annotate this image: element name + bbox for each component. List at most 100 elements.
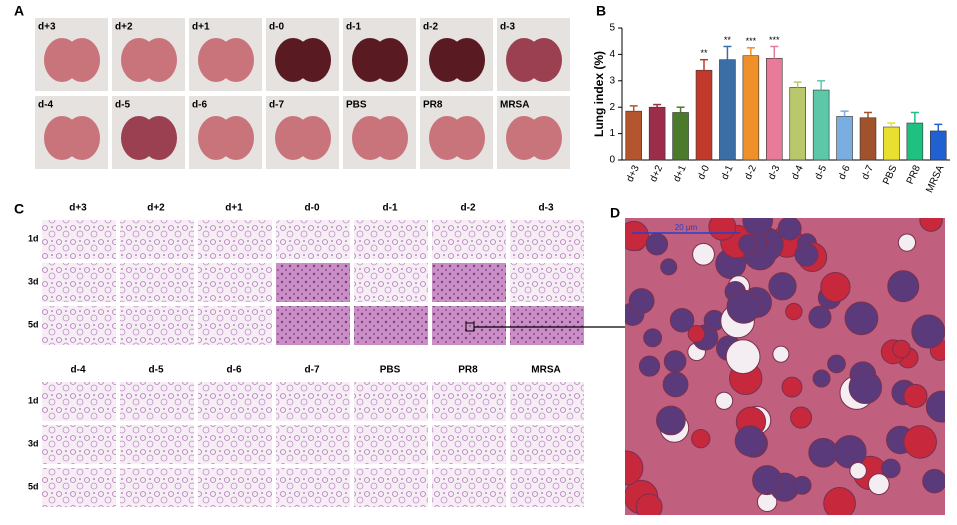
panel-label: C bbox=[14, 201, 24, 217]
x-tick-label: d-6 bbox=[837, 163, 853, 181]
x-tick-label: PR8 bbox=[905, 163, 923, 186]
histology-image bbox=[42, 263, 116, 302]
y-tick-label: 5 bbox=[609, 23, 615, 34]
bar bbox=[906, 122, 924, 161]
cell bbox=[660, 258, 678, 276]
histology-image bbox=[42, 220, 116, 259]
bar bbox=[930, 130, 947, 161]
panel-label: D bbox=[610, 205, 620, 221]
histology-image bbox=[120, 263, 194, 302]
cell bbox=[812, 369, 831, 388]
cell bbox=[903, 383, 928, 409]
photo-label: d-7 bbox=[269, 100, 284, 111]
x-tick-label: d-2 bbox=[743, 163, 759, 181]
scale-bar-label: 20 μm bbox=[675, 223, 698, 232]
bar bbox=[695, 69, 713, 161]
lung-lobe bbox=[526, 116, 562, 160]
lung-lobe bbox=[372, 116, 408, 160]
histology-image bbox=[276, 425, 350, 464]
panel-label: A bbox=[14, 3, 24, 19]
row-label: 1d bbox=[28, 395, 39, 405]
cell bbox=[777, 218, 802, 241]
histology-image bbox=[120, 382, 194, 421]
photo-label: d-4 bbox=[38, 100, 53, 111]
column-label: d-6 bbox=[227, 365, 242, 376]
cell bbox=[808, 305, 832, 329]
histology-image bbox=[42, 306, 116, 345]
significance: *** bbox=[769, 35, 780, 45]
cell bbox=[645, 232, 669, 256]
histology-image bbox=[120, 425, 194, 464]
bar bbox=[766, 58, 783, 161]
cell bbox=[823, 487, 856, 515]
cell bbox=[656, 405, 686, 436]
lung-lobe bbox=[141, 116, 177, 160]
histology-image bbox=[354, 382, 428, 421]
x-tick-label: MRSA bbox=[924, 163, 946, 194]
bar bbox=[859, 117, 877, 161]
histology-image bbox=[120, 306, 194, 345]
histology-image bbox=[510, 382, 584, 421]
y-axis-label: Lung index (%) bbox=[592, 51, 606, 137]
cell bbox=[708, 218, 737, 241]
bar bbox=[883, 126, 900, 161]
histology-image bbox=[198, 263, 272, 302]
y-tick-label: 1 bbox=[609, 128, 615, 139]
cell bbox=[742, 218, 773, 236]
cell bbox=[781, 376, 803, 398]
significance: *** bbox=[746, 36, 757, 46]
histology-image bbox=[354, 425, 428, 464]
cell bbox=[738, 234, 758, 254]
histology-image bbox=[276, 220, 350, 259]
cell bbox=[881, 458, 901, 479]
cell bbox=[919, 218, 943, 232]
lung-lobe bbox=[295, 116, 331, 160]
histology-image bbox=[354, 263, 428, 302]
histology-image bbox=[42, 468, 116, 507]
histology-image bbox=[120, 220, 194, 259]
cell bbox=[692, 242, 715, 266]
histology-image bbox=[354, 220, 428, 259]
y-tick-label: 2 bbox=[609, 102, 615, 113]
cell bbox=[794, 242, 819, 267]
photo-label: PR8 bbox=[423, 100, 443, 111]
histology-image bbox=[198, 425, 272, 464]
photo-label: d-5 bbox=[115, 100, 130, 111]
row-label: 5d bbox=[28, 481, 39, 491]
cell bbox=[638, 355, 661, 377]
x-tick-label: d-3 bbox=[766, 163, 782, 181]
cell bbox=[625, 220, 649, 252]
x-tick-label: d-1 bbox=[719, 163, 735, 181]
cell bbox=[844, 301, 879, 336]
histology-image bbox=[42, 382, 116, 421]
lung-lobe bbox=[449, 116, 485, 160]
significance: ** bbox=[700, 48, 708, 58]
column-label: PBS bbox=[380, 365, 401, 376]
photo-label: PBS bbox=[346, 100, 367, 111]
cell bbox=[772, 345, 790, 363]
cell bbox=[687, 325, 706, 343]
y-tick-label: 0 bbox=[609, 155, 615, 166]
x-tick-label: d-7 bbox=[860, 163, 876, 181]
histology-image bbox=[276, 382, 350, 421]
histology-image bbox=[354, 468, 428, 507]
row-label: 3d bbox=[28, 276, 39, 286]
cell bbox=[785, 302, 803, 321]
cell bbox=[897, 233, 917, 252]
photo-label: d+2 bbox=[115, 22, 133, 33]
photo-label: d-0 bbox=[269, 22, 284, 33]
histology-image bbox=[510, 306, 584, 345]
lung-lobe bbox=[295, 38, 331, 82]
cell bbox=[790, 406, 813, 429]
cell bbox=[726, 289, 761, 324]
cell bbox=[892, 339, 911, 359]
lung-lobe bbox=[526, 38, 562, 82]
column-label: d-3 bbox=[539, 203, 554, 214]
cell bbox=[808, 437, 839, 468]
column-label: d+3 bbox=[69, 203, 87, 214]
cell bbox=[849, 462, 867, 480]
cell bbox=[734, 425, 766, 457]
row-label: 5d bbox=[28, 319, 39, 329]
cell bbox=[691, 428, 711, 449]
x-tick-label: d+3 bbox=[625, 163, 642, 183]
